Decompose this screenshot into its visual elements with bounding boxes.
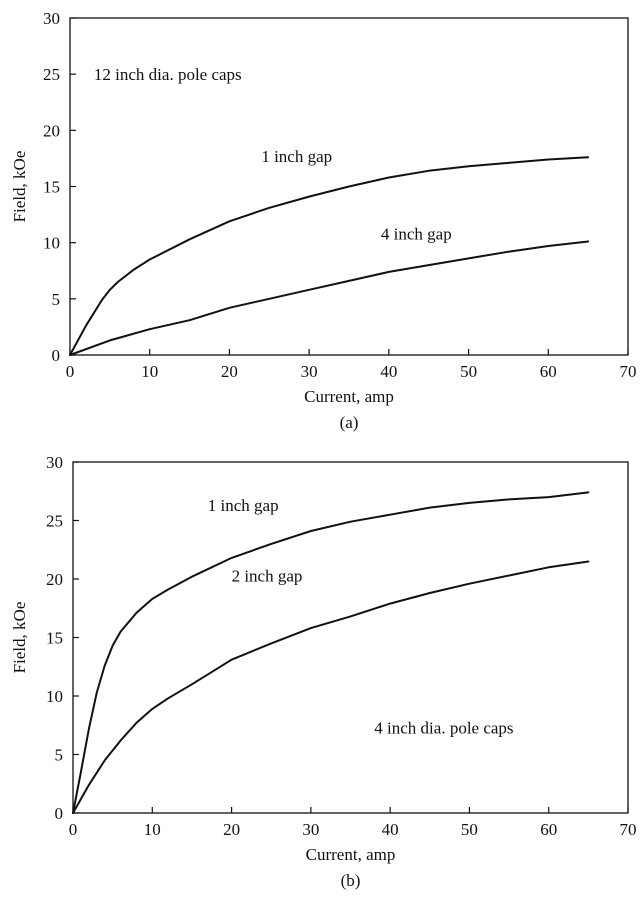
annotation-label-4in: 4 inch gap — [381, 224, 452, 243]
x-axis-title: Current, amp — [306, 845, 396, 864]
x-tick-label: 10 — [144, 820, 161, 839]
annotation-label-1in: 1 inch gap — [208, 496, 279, 515]
x-tick-label: 70 — [620, 820, 637, 839]
y-tick-label: 10 — [43, 234, 60, 253]
series-line-2-inch-gap — [72, 560, 590, 814]
y-tick-label: 20 — [43, 121, 60, 140]
x-tick-label: 50 — [460, 362, 477, 381]
y-tick-label: 30 — [43, 9, 60, 28]
plot-frame — [72, 461, 629, 814]
annotation-caption: 12 inch dia. pole caps — [94, 65, 242, 84]
panel-label: (a) — [340, 413, 359, 432]
annotation-caption: 4 inch dia. pole caps — [374, 718, 513, 737]
chart-panel-a: 0 10 20 30 40 50 60 70 0 5 10 15 20 25 30 Current, amp (… — [10, 9, 637, 432]
series-line-1-inch-gap — [72, 491, 590, 814]
series-line-1-inch-gap — [69, 156, 590, 356]
y-tick-label: 5 — [52, 290, 61, 309]
y-tick-label: 25 — [43, 65, 60, 84]
x-axis-title: Current, amp — [304, 387, 394, 406]
x-tick-label: 70 — [620, 362, 637, 381]
x-tick-label: 60 — [540, 820, 557, 839]
x-tick-label: 20 — [221, 362, 238, 381]
x-tick-label: 50 — [461, 820, 478, 839]
y-tick-label: 5 — [55, 746, 64, 765]
y-tick-label: 10 — [46, 687, 63, 706]
y-tick-label: 25 — [46, 512, 63, 531]
x-tick-label: 10 — [141, 362, 158, 381]
x-tick-label: 30 — [301, 362, 318, 381]
y-axis-title: Field, kOe — [10, 602, 29, 674]
series-line-4-inch-gap — [69, 240, 590, 356]
y-axis-title: Field, kOe — [10, 151, 29, 223]
annotation-label-1in: 1 inch gap — [261, 147, 332, 166]
x-tick-label: 30 — [302, 820, 319, 839]
y-tick-label: 15 — [43, 178, 60, 197]
y-tick-label: 20 — [46, 570, 63, 589]
chart-panel-b: 0 10 20 30 40 50 60 70 0 5 10 15 20 25 30 Current, amp (… — [10, 453, 637, 890]
x-tick-label: 60 — [540, 362, 557, 381]
x-tick-label: 40 — [380, 362, 397, 381]
y-tick-label: 0 — [55, 804, 64, 823]
y-tick-label: 30 — [46, 453, 63, 472]
x-tick-label: 0 — [69, 820, 78, 839]
annotation-label-2in: 2 inch gap — [232, 566, 303, 585]
y-tick-label: 0 — [52, 346, 61, 365]
x-tick-label: 20 — [223, 820, 240, 839]
panel-label: (b) — [341, 871, 361, 890]
y-tick-label: 15 — [46, 629, 63, 648]
x-tick-label: 0 — [66, 362, 75, 381]
x-tick-label: 40 — [382, 820, 399, 839]
